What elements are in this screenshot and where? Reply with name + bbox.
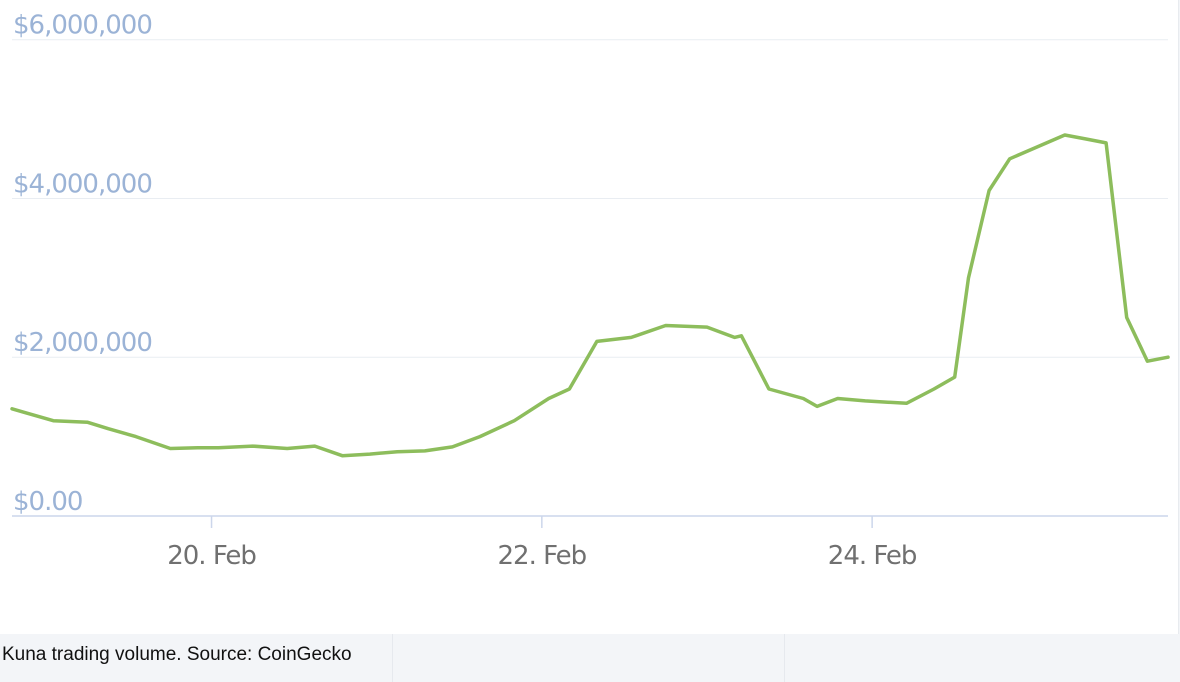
x-tick-label: 22. Feb [498,541,587,571]
axis-layer [12,515,1168,528]
y-tick-label: $2,000,000 [13,328,152,358]
series-layer [10,133,1170,458]
y-tick-label: $0.00 [13,487,82,517]
caption-divider [784,634,785,682]
grid-layer [12,39,1168,358]
tick-label-layer: $0.00 $2,000,000 $4,000,000 $6,000,000 20. F… [13,11,918,571]
x-tick-label: 24. Feb [828,541,917,571]
chart-panel: $0.00 $2,000,000 $4,000,000 $6,000,000 20. F… [0,0,1179,634]
y-tick-label: $4,000,000 [13,169,152,199]
y-tick-label: $6,000,000 [13,11,152,41]
volume-series-line [10,133,1170,458]
volume-chart: $0.00 $2,000,000 $4,000,000 $6,000,000 20. F… [10,11,1170,571]
caption-bar [0,634,1180,682]
x-tick-label: 20. Feb [167,541,256,571]
figure-caption: Kuna trading volume. Source: CoinGecko [2,644,352,665]
caption-divider [392,634,393,682]
